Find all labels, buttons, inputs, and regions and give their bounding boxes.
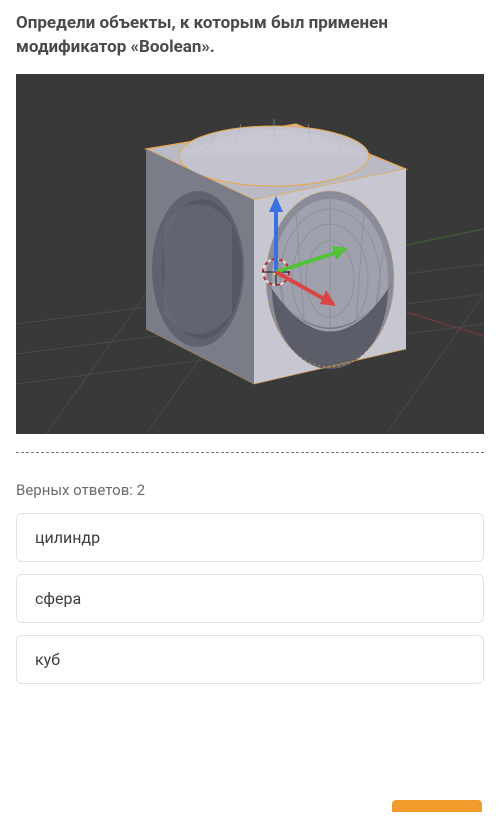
viewport-svg <box>16 74 484 434</box>
question-text: Определи объекты, к которым был применен… <box>16 12 484 60</box>
blender-viewport <box>16 74 484 434</box>
options-list: цилиндр сфера куб <box>16 513 484 684</box>
divider <box>16 452 484 453</box>
option-cylinder[interactable]: цилиндр <box>16 513 484 562</box>
bottom-accent-bar <box>392 800 482 812</box>
option-cube[interactable]: куб <box>16 635 484 684</box>
answer-count-hint: Верных ответов: 2 <box>16 481 484 499</box>
option-sphere[interactable]: сфера <box>16 574 484 623</box>
